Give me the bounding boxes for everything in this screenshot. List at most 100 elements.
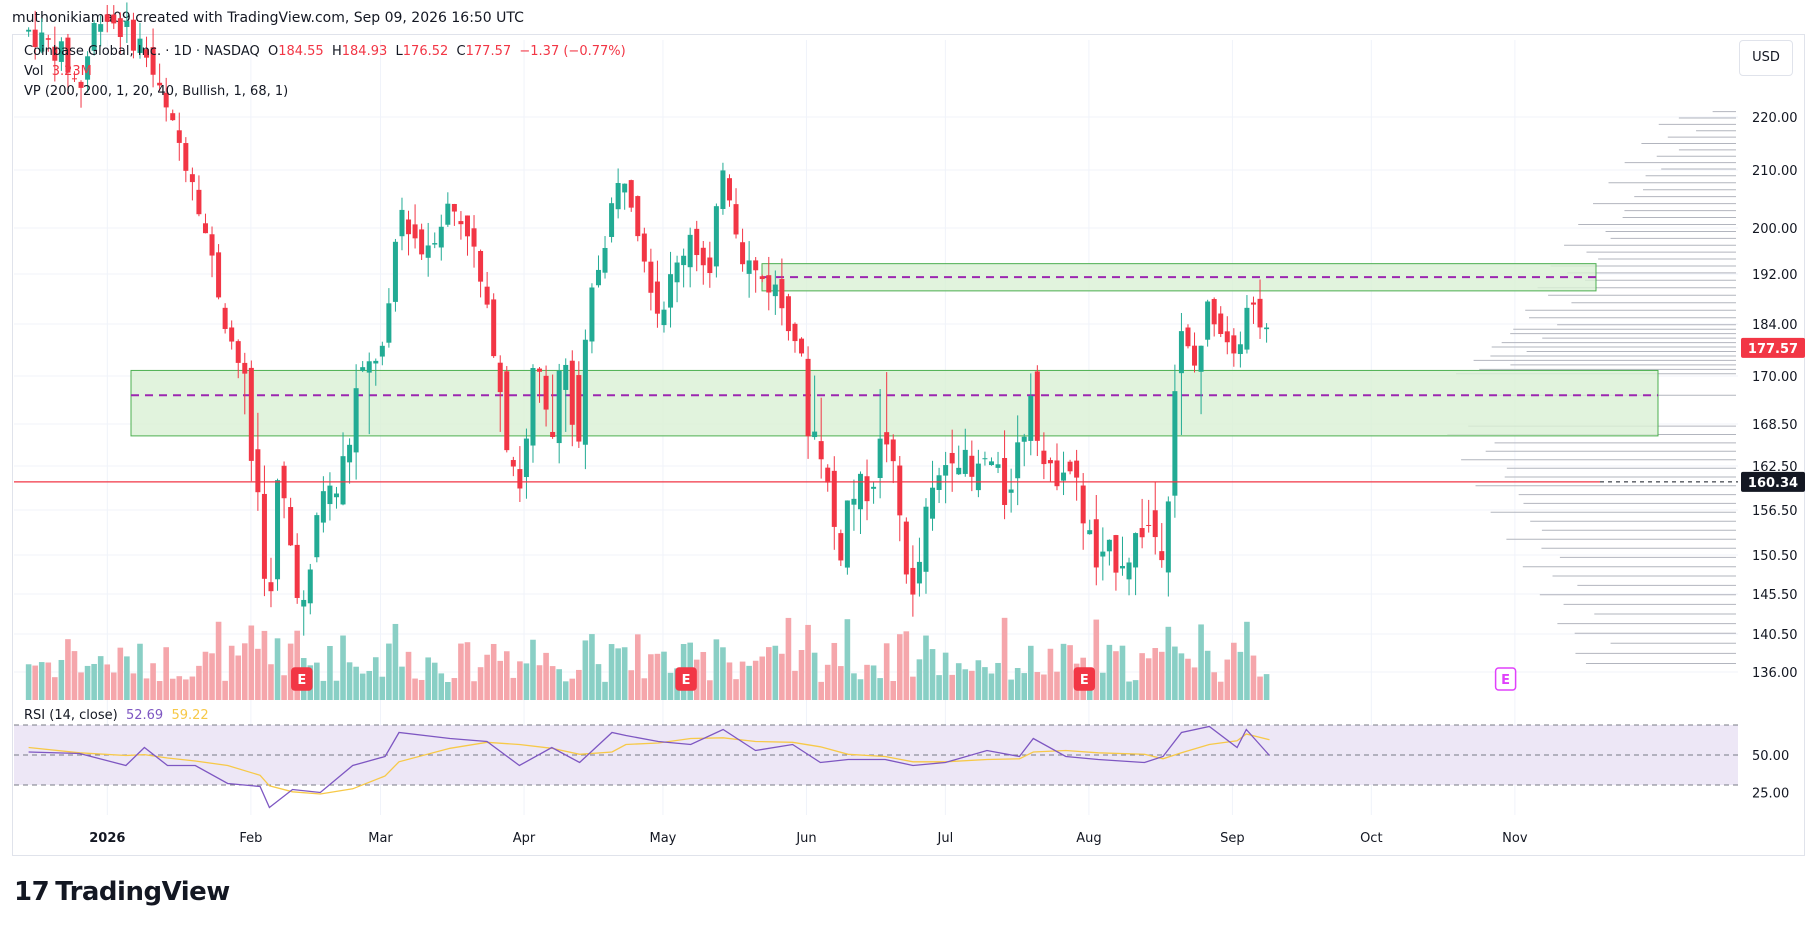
volume-bar <box>831 642 838 700</box>
candle-body <box>1015 442 1021 479</box>
volume-bar <box>582 640 589 700</box>
volume-bar <box>235 655 242 700</box>
candle-body <box>497 362 503 393</box>
volume-bar <box>497 660 504 700</box>
candle-body <box>1178 331 1184 374</box>
volume-bar <box>490 643 497 700</box>
x-tick-label: Jun <box>795 831 816 846</box>
volume-bar <box>58 659 65 700</box>
volume-bar <box>923 635 929 700</box>
volume-label: Vol <box>24 64 44 79</box>
volume-bar <box>975 660 982 700</box>
volume-bar <box>746 665 752 700</box>
volume-bar <box>595 664 602 700</box>
volume-bar <box>84 665 91 700</box>
candle-body <box>432 243 438 245</box>
candle-body <box>209 234 215 256</box>
y-tick-label: 210.00 <box>1752 164 1798 179</box>
volume-bar <box>1211 672 1217 700</box>
x-tick-label: Apr <box>513 831 536 846</box>
y-tick-label: 162.50 <box>1752 460 1798 475</box>
vp-legend[interactable]: VP (200, 200, 1, 20, 40, Bullish, 1, 68,… <box>24 84 288 99</box>
volume-bar <box>641 678 648 700</box>
candle-body <box>1119 565 1125 569</box>
y-tick-label: 145.50 <box>1752 588 1798 603</box>
candle-body <box>674 262 680 283</box>
candle-body <box>805 358 811 437</box>
volume-bar <box>1132 680 1139 700</box>
volume-bar <box>517 661 523 700</box>
candle-body <box>65 37 71 73</box>
candle-body <box>831 470 837 527</box>
volume-bar <box>1185 658 1191 700</box>
volume-bar <box>903 631 910 700</box>
volume-bar <box>1093 619 1100 700</box>
volume-bar <box>189 676 196 700</box>
volume-bar <box>372 657 379 700</box>
rsi-line <box>28 725 1270 809</box>
volume-legend[interactable]: Vol 3.23M <box>24 64 92 79</box>
volume-bar <box>1152 648 1159 700</box>
volume-bar <box>274 638 281 700</box>
volume-bar <box>183 679 189 700</box>
chart-frame <box>12 34 1805 856</box>
volume-bar <box>281 675 287 700</box>
volume-bar <box>431 662 438 700</box>
currency-button[interactable]: USD <box>1739 40 1793 76</box>
volume-bar <box>713 639 720 700</box>
candle-body <box>379 345 385 357</box>
candle-body <box>995 464 1001 468</box>
candle-body <box>144 49 150 58</box>
volume-bar <box>196 665 202 700</box>
volume-bar <box>543 652 549 700</box>
candle-body <box>792 323 798 342</box>
candlesticks <box>26 2 1270 636</box>
candle-body <box>32 29 38 47</box>
volume-bar <box>32 665 38 700</box>
candle-body <box>694 228 700 256</box>
volume-bar <box>864 664 870 700</box>
y-tick-label: 150.50 <box>1752 549 1798 564</box>
tradingview-logo[interactable]: 17 TradingView <box>14 877 230 907</box>
volume-bar <box>1257 676 1263 700</box>
candle-body <box>1192 345 1198 366</box>
volume-bar <box>1001 617 1008 700</box>
volume-bar <box>1224 659 1231 700</box>
volume-bar <box>667 672 674 700</box>
volume-bar <box>104 664 111 700</box>
candle-body <box>268 582 274 592</box>
candle-body <box>661 309 667 326</box>
candle-body <box>779 279 785 309</box>
volume-bar <box>752 660 759 700</box>
candle-body <box>412 224 418 239</box>
volume-bar <box>883 643 890 700</box>
volume-bar <box>949 674 955 700</box>
volume-bar <box>739 661 746 700</box>
candle-body <box>1067 461 1073 472</box>
volume-bar <box>340 635 346 700</box>
candle-body <box>183 143 189 171</box>
candle-body <box>1244 307 1250 350</box>
symbol-legend[interactable]: Coinbase Global, Inc. · 1D · NASDAQ O184… <box>24 44 626 59</box>
earnings-marker <box>291 667 313 691</box>
candle-body <box>111 14 117 24</box>
candle-body <box>189 174 195 183</box>
volume-bar <box>942 652 949 700</box>
candle-body <box>458 221 464 225</box>
candle-body <box>550 431 556 438</box>
earnings-marker <box>1073 667 1096 691</box>
candle-body <box>1034 371 1040 441</box>
candle-body <box>537 368 543 372</box>
candle-body <box>1021 436 1027 442</box>
volume-bar <box>1244 621 1250 700</box>
candle-body <box>720 170 726 209</box>
volume-bar <box>916 659 923 700</box>
candle-body <box>1139 528 1145 538</box>
volume-bar <box>1217 681 1224 700</box>
volume-bar <box>1158 651 1165 700</box>
volume-bar <box>1237 651 1244 700</box>
rsi-legend[interactable]: RSI (14, close) 52.69 59.22 <box>24 708 209 723</box>
candle-body <box>897 465 903 516</box>
candle-body <box>1100 551 1106 557</box>
